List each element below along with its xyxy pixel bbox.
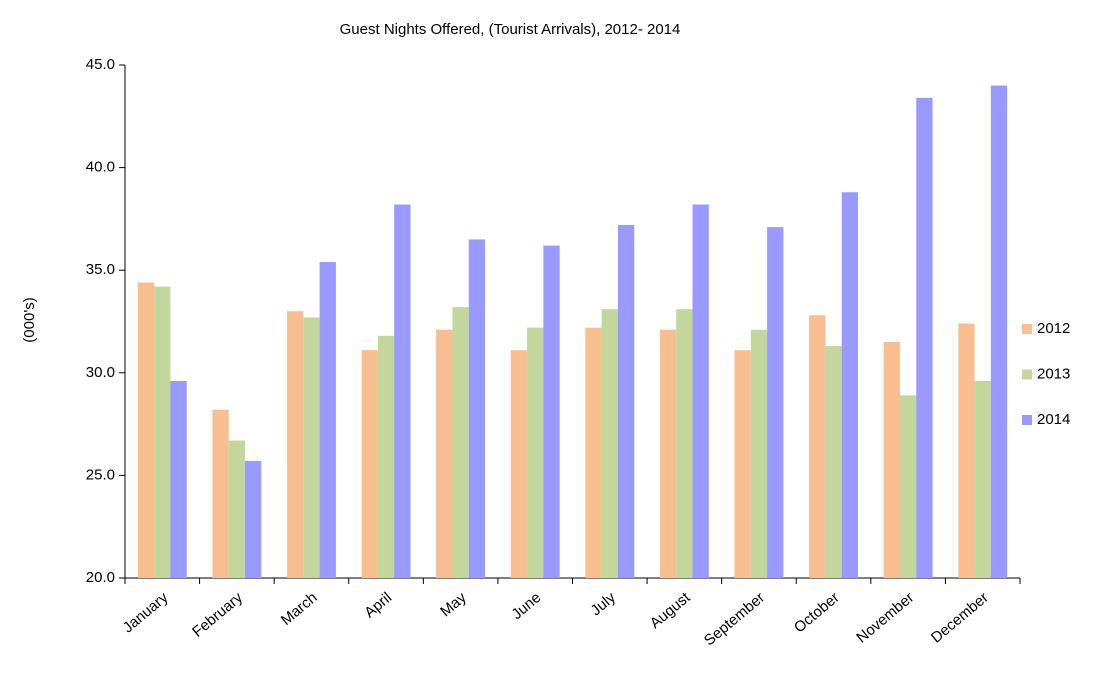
x-tick-label: October [791, 589, 843, 636]
legend-label: 2012 [1037, 320, 1070, 337]
bar [585, 327, 602, 578]
bar [883, 342, 900, 578]
bar [974, 381, 991, 578]
bar [319, 261, 336, 578]
bar [692, 204, 709, 578]
bar [841, 192, 858, 578]
y-tick-label: 45.0 [86, 56, 115, 73]
bar [990, 85, 1008, 579]
bar [394, 204, 411, 578]
x-tick-label: April [361, 589, 395, 621]
bar [303, 317, 320, 578]
bar [958, 323, 975, 578]
y-axis-label: (000's) [21, 297, 38, 342]
bar [617, 225, 635, 578]
legend-swatch [1022, 415, 1032, 425]
bar [154, 286, 171, 578]
x-tick-label: May [437, 589, 470, 621]
legend-swatch [1022, 369, 1032, 380]
legend-swatch [1022, 324, 1032, 334]
bar [452, 307, 469, 578]
bar [361, 350, 378, 578]
bar [245, 461, 262, 578]
chart-title: Guest Nights Offered, (Tourist Arrivals)… [340, 21, 681, 38]
x-tick-label: December [928, 589, 992, 647]
bar [170, 381, 187, 578]
bar [137, 282, 155, 578]
x-tick-label: March [278, 589, 321, 629]
bar [436, 329, 453, 578]
y-tick-label: 20.0 [86, 569, 115, 586]
bar [287, 311, 304, 578]
bar [659, 329, 677, 578]
bar [916, 97, 933, 578]
bar [750, 329, 768, 578]
x-tick-label: February [189, 589, 246, 641]
x-tick-label: June [508, 589, 544, 623]
bar [825, 346, 842, 578]
bar [676, 309, 693, 578]
bar [809, 315, 826, 578]
bar [899, 395, 917, 578]
x-tick-label: July [588, 589, 620, 619]
y-tick-label: 40.0 [86, 159, 115, 176]
legend-label: 2013 [1037, 365, 1070, 382]
y-tick-label: 30.0 [86, 364, 115, 381]
x-tick-label: January [120, 589, 172, 637]
y-tick-label: 25.0 [86, 466, 115, 483]
bar [767, 227, 784, 578]
bar [734, 350, 751, 578]
bar [468, 239, 486, 579]
x-tick-label: September [701, 589, 768, 649]
x-tick-label: August [647, 589, 694, 633]
x-tick-label: November [853, 589, 917, 647]
bar [212, 409, 229, 578]
bar [601, 309, 618, 578]
bar [543, 245, 560, 579]
bar [510, 350, 528, 578]
bar [377, 335, 395, 578]
y-tick-label: 35.0 [86, 261, 115, 278]
legend-label: 2014 [1037, 411, 1070, 428]
bar [228, 440, 246, 578]
bar [527, 327, 544, 578]
